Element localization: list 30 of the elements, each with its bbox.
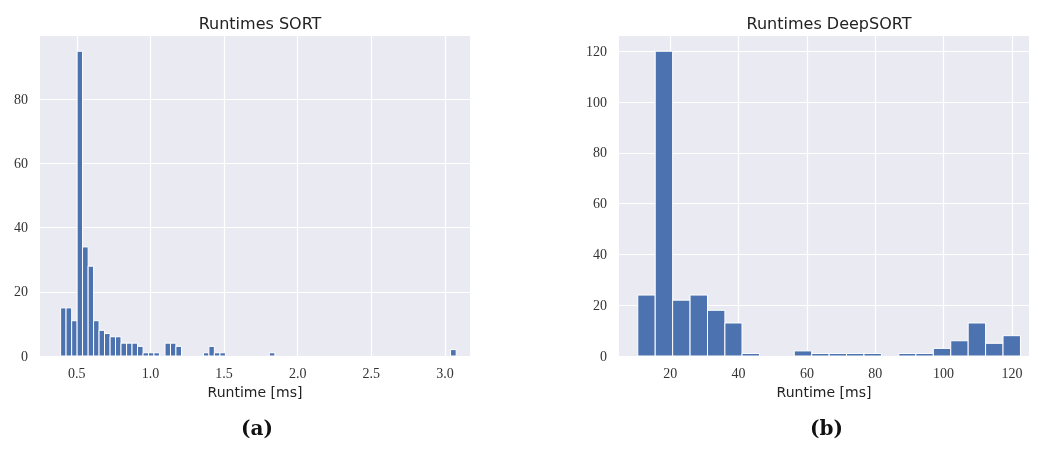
x-tick-label: 2.0 <box>288 365 307 381</box>
x-tick-label: 0.5 <box>68 365 86 381</box>
chart-title: Runtimes SORT <box>198 13 322 33</box>
text: (a) <box>241 416 273 440</box>
y-tick-label: 60 <box>593 196 607 212</box>
y-tick-label: 80 <box>593 145 607 161</box>
y-tick-label: 40 <box>593 246 607 262</box>
text: (b) <box>810 416 843 440</box>
x-axis-title: Runtime [ms] <box>776 383 872 400</box>
y-tick-label: 20 <box>14 284 28 300</box>
y-tick-label: 80 <box>14 91 28 107</box>
x-tick-label: 20 <box>663 365 678 381</box>
x-tick-label: 1.5 <box>215 365 233 381</box>
y-tick-label: 20 <box>593 297 607 313</box>
x-tick-label: 80 <box>868 365 883 381</box>
x-tick-label: 2.5 <box>362 365 381 381</box>
y-tick-label: 60 <box>14 156 28 172</box>
x-axis-title: Runtime [ms] <box>207 383 303 400</box>
y-tick-label: 40 <box>14 220 28 236</box>
x-tick-label: 3.0 <box>436 365 454 381</box>
x-tick-label: 60 <box>799 365 814 381</box>
y-tick-label: 0 <box>600 348 607 364</box>
x-tick-label: 40 <box>731 365 746 381</box>
y-tick-label: 100 <box>586 94 607 110</box>
y-tick-label: 120 <box>586 43 607 59</box>
x-tick-label: 120 <box>1001 365 1023 381</box>
x-tick-label: 1.0 <box>141 365 160 381</box>
x-tick-label: 100 <box>933 365 955 381</box>
y-tick-label: 0 <box>21 348 28 364</box>
chart-title: Runtimes DeepSORT <box>746 13 912 33</box>
